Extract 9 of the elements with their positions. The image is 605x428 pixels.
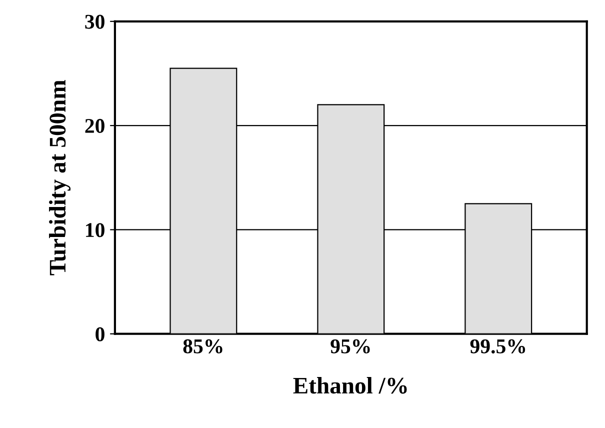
x-axis-title: Ethanol /% bbox=[293, 377, 407, 394]
y-tick-label: 10 bbox=[86, 223, 104, 238]
x-tick-label: 99.5% bbox=[470, 339, 526, 354]
y-axis-title: Turbidity at 500nm bbox=[49, 80, 71, 276]
y-tick-label: 30 bbox=[85, 14, 104, 29]
y-tick-label: 20 bbox=[85, 118, 104, 133]
x-tick-label: 85% bbox=[183, 339, 222, 354]
y-tick-label: 0 bbox=[96, 327, 104, 342]
x-tick-label: 95% bbox=[330, 339, 370, 354]
